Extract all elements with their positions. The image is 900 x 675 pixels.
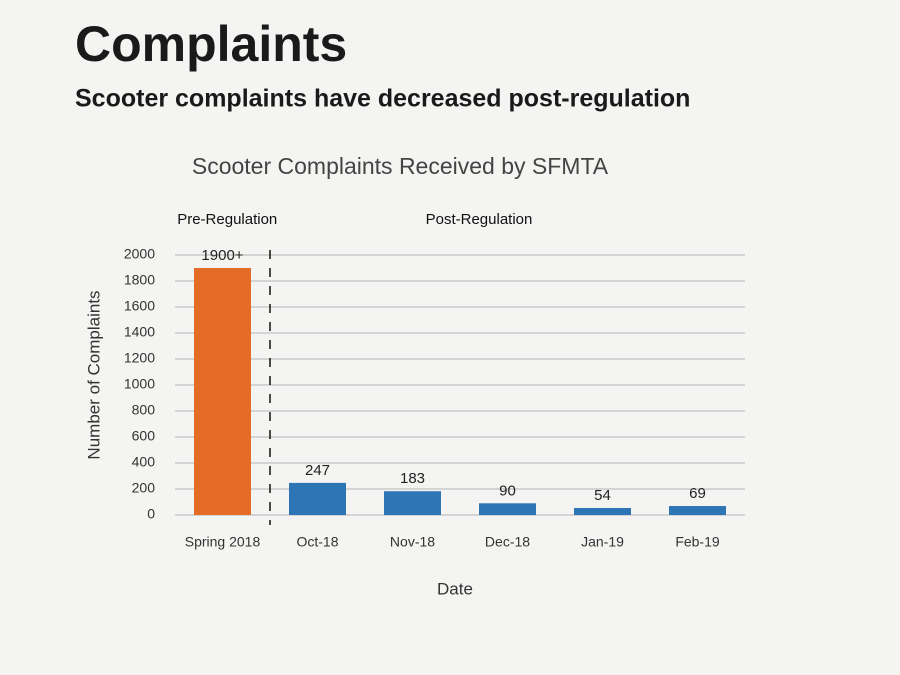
y-tick-label: 200 bbox=[132, 480, 156, 496]
data-label: 90 bbox=[499, 482, 516, 499]
data-label: 247 bbox=[305, 462, 330, 479]
y-tick-label: 1600 bbox=[124, 298, 155, 314]
bar bbox=[384, 491, 441, 515]
bar bbox=[289, 482, 346, 515]
data-label: 54 bbox=[594, 487, 611, 504]
data-label: 69 bbox=[689, 485, 706, 502]
slide-title: Complaints bbox=[75, 16, 347, 72]
x-tick-label: Jan-19 bbox=[581, 534, 624, 550]
annotation: Pre-Regulation bbox=[177, 211, 277, 228]
slide-subtitle: Scooter complaints have decreased post-r… bbox=[75, 85, 690, 113]
y-tick-label: 600 bbox=[132, 428, 156, 444]
data-label: 1900+ bbox=[201, 247, 243, 264]
y-tick-label: 1200 bbox=[124, 350, 155, 366]
x-tick-label: Oct-18 bbox=[296, 534, 338, 550]
x-axis-label: Date bbox=[437, 579, 473, 598]
bar bbox=[574, 507, 631, 515]
y-tick-label: 1800 bbox=[124, 272, 155, 288]
y-tick-label: 1000 bbox=[124, 376, 155, 392]
y-tick-label: 2000 bbox=[124, 246, 155, 262]
x-tick-label: Feb-19 bbox=[675, 534, 720, 550]
x-tick-label: Spring 2018 bbox=[185, 534, 261, 550]
x-tick-label: Dec-18 bbox=[485, 534, 530, 550]
bar bbox=[669, 506, 726, 515]
x-tick-label: Nov-18 bbox=[390, 534, 435, 550]
y-tick-label: 400 bbox=[132, 454, 156, 470]
chart-title: Scooter Complaints Received by SFMTA bbox=[192, 153, 609, 179]
annotation: Post-Regulation bbox=[426, 211, 533, 228]
y-tick-label: 800 bbox=[132, 402, 156, 418]
y-axis-label: Number of Complaints bbox=[84, 290, 103, 459]
bar bbox=[479, 503, 536, 515]
y-tick-label: 1400 bbox=[124, 324, 155, 340]
data-label: 183 bbox=[400, 470, 425, 487]
y-tick-label: 0 bbox=[147, 506, 155, 522]
bar bbox=[194, 268, 251, 515]
